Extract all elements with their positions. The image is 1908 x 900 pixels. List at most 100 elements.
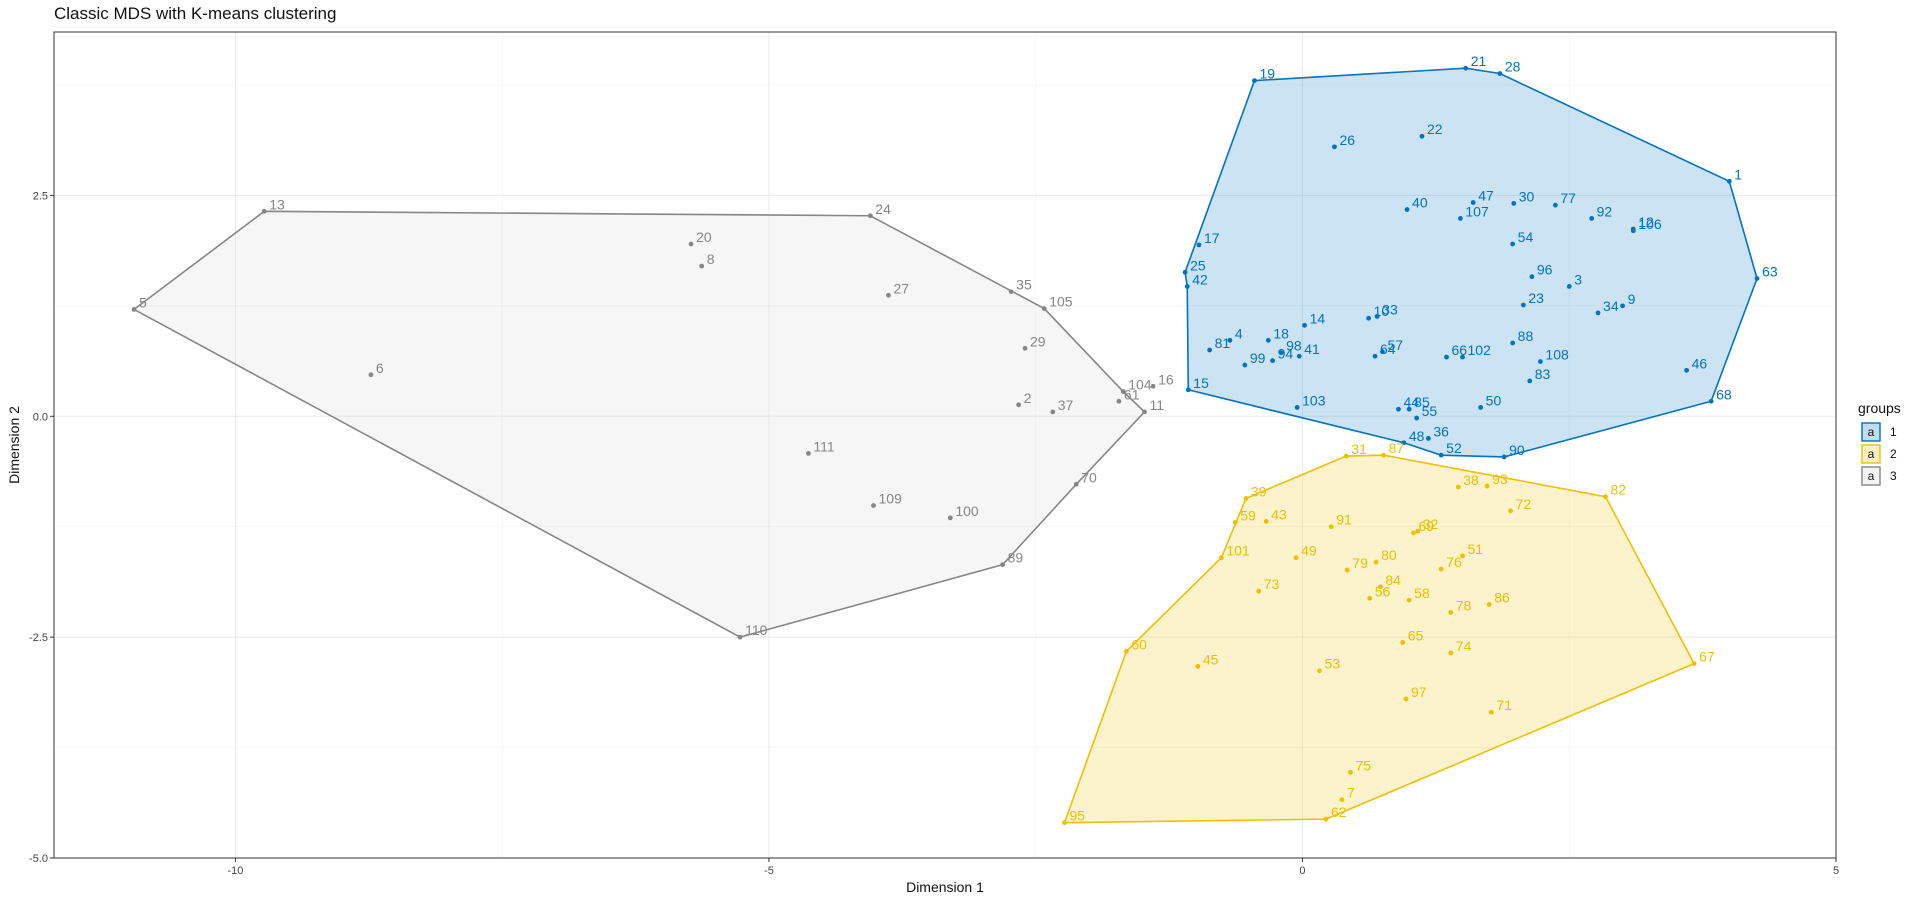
point-87 — [1381, 452, 1386, 458]
point-60 — [1124, 648, 1129, 654]
point-label-72: 72 — [1516, 496, 1532, 512]
point-51 — [1460, 553, 1465, 559]
point-label-88: 88 — [1518, 328, 1534, 344]
point-label-62: 62 — [1331, 804, 1347, 820]
point-17 — [1196, 242, 1202, 248]
point-label-81: 81 — [1215, 335, 1231, 351]
point-label-57: 57 — [1387, 337, 1403, 353]
point-30 — [1511, 200, 1517, 206]
point-52 — [1438, 452, 1444, 458]
point-62 — [1323, 816, 1329, 822]
point-85 — [1406, 406, 1412, 412]
point-94 — [1270, 358, 1275, 364]
point-label-43: 43 — [1271, 506, 1287, 522]
x-axis-title: Dimension 1 — [906, 879, 984, 895]
y-tick-label: -2.5 — [29, 632, 48, 644]
point-label-96: 96 — [1537, 262, 1553, 278]
point-label-104: 104 — [1128, 377, 1152, 393]
point-20 — [688, 241, 694, 247]
point-label-36: 36 — [1433, 423, 1449, 439]
point-label-18: 18 — [1273, 325, 1289, 341]
point-label-55: 55 — [1422, 403, 1438, 419]
point-73 — [1256, 588, 1262, 594]
point-18 — [1265, 337, 1271, 343]
point-label-1: 1 — [1734, 166, 1742, 182]
point-label-44: 44 — [1404, 394, 1420, 410]
point-label-25: 25 — [1190, 257, 1206, 273]
point-label-5: 5 — [139, 294, 147, 310]
point-9 — [1620, 303, 1625, 309]
point-label-86: 86 — [1494, 589, 1510, 605]
point-47 — [1470, 200, 1476, 205]
point-label-8: 8 — [707, 251, 715, 267]
point-57 — [1380, 349, 1385, 355]
point-label-53: 53 — [1325, 656, 1341, 672]
point-label-101: 101 — [1226, 543, 1250, 559]
point-label-78: 78 — [1456, 597, 1472, 613]
point-43 — [1263, 519, 1269, 524]
point-41 — [1296, 353, 1302, 359]
point-label-48: 48 — [1409, 428, 1425, 444]
point-11 — [1142, 409, 1147, 415]
point-label-58: 58 — [1414, 585, 1430, 601]
point-label-2: 2 — [1024, 390, 1032, 406]
point-102 — [1460, 354, 1465, 360]
point-label-68: 68 — [1716, 386, 1732, 402]
point-46 — [1684, 367, 1690, 373]
x-tick-label: 0 — [1299, 865, 1305, 877]
point-53 — [1317, 668, 1322, 674]
point-label-46: 46 — [1692, 355, 1708, 371]
point-64 — [1372, 353, 1378, 359]
point-14 — [1302, 322, 1308, 328]
point-108 — [1538, 359, 1543, 364]
point-label-59: 59 — [1240, 507, 1256, 523]
point-label-76: 76 — [1446, 554, 1462, 570]
point-label-37: 37 — [1058, 397, 1074, 413]
point-label-63: 63 — [1762, 263, 1778, 279]
point-label-110: 110 — [745, 622, 768, 638]
point-21 — [1463, 65, 1469, 71]
point-23 — [1520, 302, 1526, 308]
point-69 — [1411, 530, 1416, 536]
point-82 — [1603, 494, 1608, 500]
point-label-64: 64 — [1380, 341, 1396, 357]
point-label-13: 13 — [269, 196, 285, 212]
point-58 — [1406, 597, 1412, 603]
point-38 — [1455, 484, 1461, 490]
plot-border — [53, 31, 1837, 859]
point-label-33: 33 — [1382, 301, 1398, 317]
point-label-85: 85 — [1414, 394, 1430, 410]
point-label-90: 90 — [1509, 442, 1525, 458]
point-label-80: 80 — [1381, 547, 1397, 563]
point-55 — [1414, 415, 1420, 421]
point-8 — [699, 263, 705, 269]
point-label-94: 94 — [1278, 346, 1294, 362]
point-37 — [1050, 409, 1056, 415]
point-label-31: 31 — [1351, 441, 1367, 457]
point-45 — [1195, 663, 1201, 669]
point-5 — [131, 306, 137, 312]
point-label-103: 103 — [1302, 392, 1326, 408]
point-label-100: 100 — [955, 503, 979, 519]
point-34 — [1595, 310, 1601, 316]
point-label-4: 4 — [1235, 325, 1243, 341]
point-label-92: 92 — [1597, 203, 1613, 219]
point-label-32: 32 — [1423, 516, 1439, 532]
point-16 — [1150, 383, 1156, 389]
point-1 — [1726, 178, 1732, 184]
point-label-87: 87 — [1389, 440, 1405, 456]
point-59 — [1232, 519, 1238, 525]
point-92 — [1589, 216, 1595, 221]
legend-key-1 — [1861, 422, 1881, 442]
point-label-77: 77 — [1560, 190, 1576, 206]
point-label-82: 82 — [1611, 482, 1627, 498]
point-10 — [1366, 315, 1372, 321]
point-label-35: 35 — [1016, 277, 1032, 293]
point-109 — [871, 503, 876, 508]
cluster-3-hull-fill — [134, 211, 1145, 638]
point-label-12: 12 — [1638, 214, 1654, 230]
point-26 — [1332, 144, 1337, 150]
point-50 — [1478, 405, 1484, 410]
